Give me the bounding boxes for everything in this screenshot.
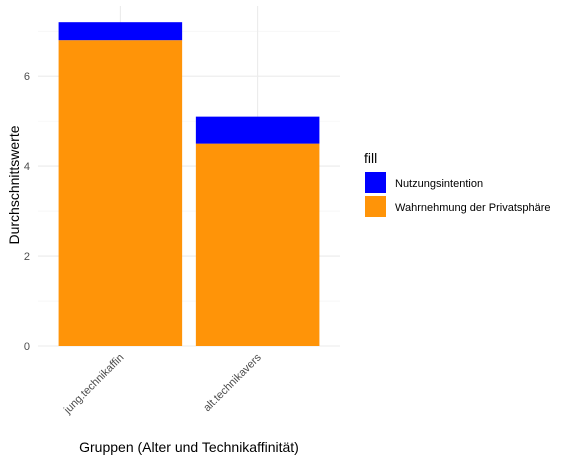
y-tick-label: 0	[24, 341, 30, 353]
y-tick-label: 6	[24, 71, 30, 83]
bar-jung.technikaffin-nutzungsintention	[58, 22, 183, 41]
y-tick-label: 2	[24, 251, 30, 263]
x-axis-title: Gruppen (Alter und Technikaffinität)	[79, 439, 299, 455]
x-axis-ticks: jung.technikaffin alt.technikavers	[61, 351, 264, 417]
y-axis-ticks: 0 2 4 6	[24, 71, 30, 353]
bar-alt.technikavers-nutzungsintention	[195, 116, 320, 144]
y-axis-title: Durchschnittswerte	[6, 125, 22, 244]
legend-key-nutzungsintention	[365, 172, 386, 193]
bar-alt.technikavers-wahrnehmung-der-privatsphäre	[195, 143, 320, 346]
legend-label: Nutzungsintention	[395, 178, 483, 190]
legend-label: Wahrnehmung der Privatsphäre	[395, 202, 551, 214]
legend: fill Nutzungsintention Wahrnehmung der Pr…	[364, 150, 551, 217]
legend-key-wahrnehmung-der-privatsphäre	[365, 196, 386, 217]
x-tick-label: jung.technikaffin	[61, 352, 126, 417]
legend-title: fill	[364, 150, 377, 166]
bars	[58, 22, 320, 346]
y-tick-label: 4	[24, 161, 30, 173]
x-tick-label: alt.technikavers	[201, 351, 264, 414]
bar-jung.technikaffin-wahrnehmung-der-privatsphäre	[58, 40, 183, 346]
